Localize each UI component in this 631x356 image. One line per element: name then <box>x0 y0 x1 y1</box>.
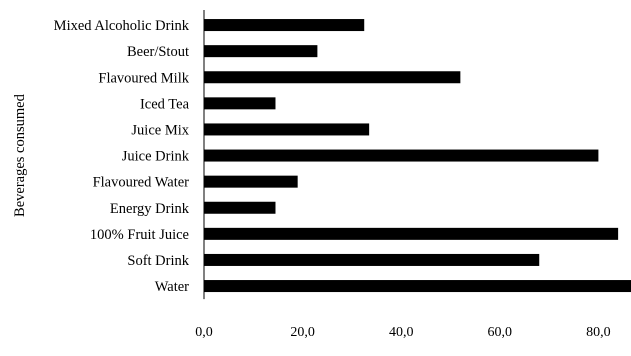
y-axis-title: Beverages consumed <box>12 93 28 217</box>
category-label: Flavoured Milk <box>98 70 189 86</box>
x-tick-label: 20,0 <box>290 325 315 340</box>
category-label: Iced Tea <box>140 96 190 112</box>
bar <box>204 227 619 240</box>
category-label: Flavoured Water <box>93 175 190 191</box>
category-label: Energy Drink <box>110 201 190 217</box>
bar <box>204 280 631 293</box>
category-label: Beer/Stout <box>127 44 189 60</box>
category-label: Mixed Alcoholic Drink <box>54 18 190 34</box>
category-label: 100% Fruit Juice <box>90 227 189 243</box>
category-label: Juice Drink <box>122 149 190 165</box>
category-labels: Water Soft Drink 100% Fruit Juice Energy Dr… <box>54 18 190 295</box>
x-tick-label: 0,0 <box>195 325 213 340</box>
bar <box>204 97 276 110</box>
category-label: Soft Drink <box>127 253 189 269</box>
category-label: Juice Mix <box>131 122 189 138</box>
bars-group <box>204 19 631 293</box>
bar <box>204 175 298 188</box>
bar <box>204 123 370 136</box>
x-tick-label: 40,0 <box>389 325 414 340</box>
bar <box>204 71 461 84</box>
x-tick-label: 60,0 <box>488 325 513 340</box>
bar <box>204 149 599 162</box>
bar <box>204 45 318 58</box>
category-label: Water <box>155 279 189 295</box>
bar <box>204 201 276 214</box>
x-tick-labels: 0,0 20,0 40,0 60,0 80,0 <box>195 325 610 340</box>
x-tick-label: 80,0 <box>586 325 611 340</box>
bar <box>204 253 540 266</box>
bar <box>204 19 365 32</box>
